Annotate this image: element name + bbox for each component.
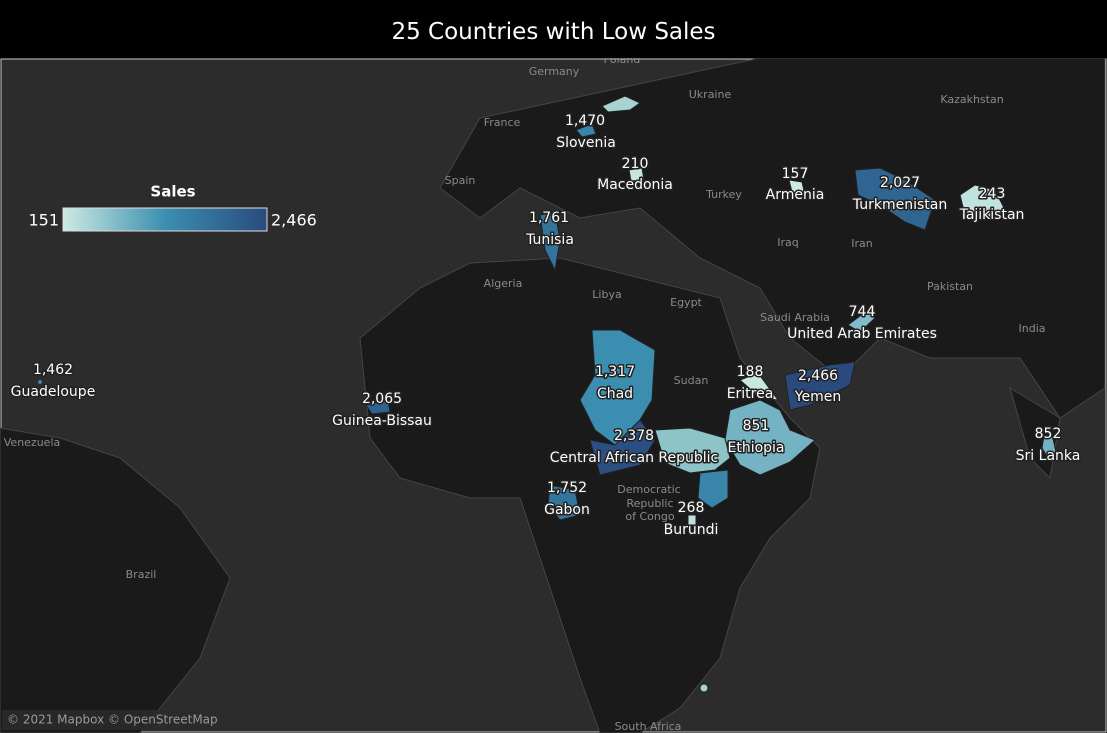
basemap-label: Republic — [626, 497, 673, 510]
legend-title: Sales — [150, 183, 195, 201]
basemap-label: Venezuela — [4, 436, 61, 449]
basemap-label: Algeria — [484, 277, 523, 290]
region-name: Tajikistan — [959, 207, 1025, 223]
region-value: 157 — [782, 166, 809, 182]
region-name: Guadeloupe — [11, 384, 96, 400]
region-value: 852 — [1035, 426, 1062, 442]
region-shape — [539, 211, 561, 272]
region-shape — [724, 399, 816, 476]
region-shape — [687, 514, 697, 526]
basemap-label: France — [484, 116, 521, 129]
region-name: Sri Lanka — [1016, 448, 1081, 464]
region-value: 1,761 — [529, 210, 569, 226]
basemap-label: Egypt — [670, 296, 702, 309]
basemap-label: Saudi Arabia — [760, 311, 830, 324]
region-name: Slovenia — [556, 135, 616, 151]
region-value: 210 — [622, 156, 649, 172]
region-value: 268 — [678, 500, 705, 516]
region-value: 1,470 — [565, 113, 605, 129]
basemap-label: Sudan — [674, 374, 709, 387]
region-value: 1,752 — [547, 480, 587, 496]
region-shape — [365, 399, 391, 415]
regions — [38, 123, 1057, 526]
region-name: Armenia — [766, 187, 825, 203]
region-name: Chad — [597, 386, 633, 402]
region-value: 744 — [849, 304, 876, 320]
basemap-label: India — [1019, 322, 1046, 335]
basemap-label: Pakistan — [927, 280, 973, 293]
basemap-labels: Germany Poland Ukraine Kazakhstan France Spai… — [4, 58, 1046, 733]
region-name: Eritrea — [727, 386, 774, 402]
attribution-bg — [2, 710, 212, 730]
region-name: Macedonia — [597, 177, 673, 193]
region-value: 1,462 — [33, 362, 73, 378]
region-value: 1,317 — [595, 364, 635, 380]
region-name: Tunisia — [525, 232, 574, 248]
region-shape — [575, 123, 597, 138]
legend-min: 151 — [28, 211, 59, 230]
region-name: Central African Republic — [550, 450, 719, 466]
unlabeled-regions — [601, 95, 731, 693]
region-shape — [788, 179, 806, 196]
legend-ramp — [62, 207, 268, 232]
map: Germany Poland Ukraine Kazakhstan France Spai… — [0, 58, 1107, 733]
region-shape — [847, 309, 876, 333]
basemap-label: Poland — [604, 58, 641, 66]
basemap-label: Kazakhstan — [940, 93, 1003, 106]
region-value: 2,378 — [614, 428, 654, 444]
region-shape — [784, 361, 856, 411]
region-shape — [547, 484, 581, 521]
region-value: 2,027 — [880, 175, 920, 191]
legend-max: 2,466 — [271, 211, 317, 230]
region-shape — [589, 419, 656, 476]
region-shape — [854, 167, 936, 231]
region-name: Turkmenistan — [852, 197, 947, 213]
region-shape — [959, 184, 1006, 221]
basemap-label: of Congo — [625, 510, 674, 523]
basemap-label: Iran — [851, 237, 873, 250]
basemap-label: Ukraine — [689, 88, 732, 101]
region-shape — [628, 167, 645, 182]
region-shape — [1041, 433, 1057, 459]
basemap-label: Libya — [592, 288, 621, 301]
region-value: 243 — [979, 186, 1006, 202]
region-shape — [739, 372, 780, 401]
region-shape — [38, 380, 42, 384]
region-name: Gabon — [544, 502, 590, 518]
basemap-label: Germany — [529, 65, 580, 78]
region-name: Guinea-Bissau — [332, 413, 432, 429]
region-name: Burundi — [664, 522, 719, 538]
region-name: Yemen — [794, 389, 841, 405]
basemap-label: Democratic — [617, 483, 680, 496]
land — [0, 58, 1106, 733]
region-value: 2,065 — [362, 391, 402, 407]
region-name: United Arab Emirates — [787, 326, 937, 342]
basemap-label: Brazil — [126, 568, 157, 581]
basemap-label: Turkey — [705, 188, 742, 201]
region-name: Ethiopia — [727, 440, 784, 456]
title: 25 Countries with Low Sales — [391, 19, 716, 45]
basemap-label: Iraq — [777, 236, 799, 249]
region-value: 851 — [743, 418, 770, 434]
region-labels: 1,470 Slovenia 210 Macedonia 157 Armenia 2,027… — [9, 112, 1082, 540]
basemap-label: South Africa — [615, 720, 682, 733]
attribution: © 2021 Mapbox © OpenStreetMap — [7, 713, 218, 727]
region-value: 188 — [737, 364, 764, 380]
region-value: 2,466 — [798, 368, 838, 384]
basemap-label: Spain — [445, 174, 476, 187]
